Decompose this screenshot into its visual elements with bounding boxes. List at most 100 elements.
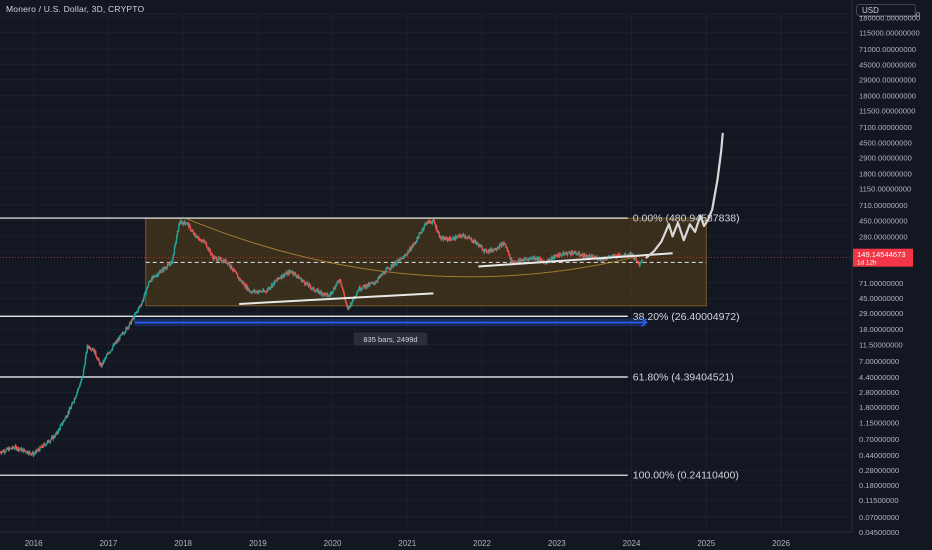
- price-tick-label: 1800.00000000: [859, 169, 912, 178]
- candle: [501, 241, 503, 249]
- price-tick-label: 0.28000000: [859, 466, 899, 475]
- candle-body: [104, 357, 107, 359]
- candle-body: [106, 354, 108, 356]
- candle: [221, 260, 223, 264]
- candle: [377, 275, 380, 281]
- candle: [270, 286, 272, 290]
- currency-button[interactable]: USD: [856, 4, 916, 16]
- candle-body: [436, 226, 438, 231]
- candle: [74, 396, 77, 400]
- candle: [80, 378, 83, 382]
- candle-body: [417, 236, 419, 238]
- candle-body: [420, 232, 423, 234]
- candle-body: [259, 290, 261, 292]
- candle-body: [10, 448, 13, 450]
- candle-body: [426, 223, 428, 225]
- candle-body: [166, 266, 168, 269]
- candle-body: [560, 253, 562, 255]
- candle-body: [472, 242, 474, 243]
- candle: [303, 279, 305, 283]
- candle-body: [383, 271, 386, 274]
- candle-body: [613, 254, 615, 257]
- candle-body: [14, 445, 17, 449]
- candle-body: [460, 235, 462, 237]
- candle-body: [565, 253, 567, 255]
- candle-body: [262, 289, 265, 292]
- candle-body: [492, 249, 494, 252]
- candle: [206, 244, 208, 249]
- candle-body: [580, 255, 582, 257]
- price-tick-label: 7100.00000000: [859, 123, 912, 132]
- candle-body: [436, 230, 439, 232]
- candle: [155, 274, 158, 278]
- candle-body: [582, 253, 584, 258]
- candle-body: [416, 236, 418, 242]
- candle-body: [396, 261, 398, 265]
- candle-body: [638, 262, 640, 265]
- candle: [197, 235, 200, 240]
- candle: [342, 287, 344, 291]
- candle-body: [534, 256, 536, 260]
- candle-body: [308, 284, 311, 285]
- candle: [143, 293, 146, 300]
- candle-body: [17, 447, 20, 451]
- candle-body: [192, 231, 195, 235]
- time-tick-label: 2025: [697, 539, 715, 548]
- candle-body: [206, 246, 208, 248]
- candle-body: [78, 387, 80, 388]
- candle-body: [380, 275, 382, 277]
- candle: [42, 442, 45, 448]
- price-tick-label: 280.00000000: [859, 232, 908, 241]
- candle: [81, 376, 84, 380]
- candle-body: [350, 302, 352, 307]
- candle-body: [452, 237, 454, 240]
- candle-body: [105, 355, 107, 358]
- candle-body: [165, 267, 167, 269]
- candle-body: [455, 238, 458, 240]
- price-tick-label: 1.80000000: [859, 403, 899, 412]
- candle: [128, 322, 131, 326]
- candle-body: [394, 261, 397, 266]
- candle-body: [189, 226, 192, 231]
- price-tag-bg: [853, 248, 913, 267]
- candle-body: [290, 271, 292, 273]
- price-axis: 200000.00000000180000.00000000115000.000…: [851, 0, 932, 550]
- candle-body: [62, 420, 64, 424]
- candle: [56, 430, 58, 435]
- support-line: [478, 252, 673, 268]
- candle-body: [558, 256, 560, 258]
- candle: [230, 264, 233, 270]
- candle-body: [5, 449, 7, 452]
- candle-body: [77, 388, 79, 391]
- candle-body: [173, 246, 176, 254]
- candle-body: [286, 272, 289, 275]
- candle-body: [125, 327, 127, 332]
- candle: [296, 276, 299, 279]
- candle-body: [288, 270, 291, 275]
- candle-body: [630, 252, 633, 257]
- candle-body: [138, 306, 141, 308]
- price-tick-label: 2900.00000000: [859, 153, 912, 162]
- candle-body: [321, 292, 323, 296]
- price-tick-label: 71000.00000000: [859, 45, 916, 54]
- candle-body: [541, 260, 544, 262]
- candle-body: [305, 282, 307, 285]
- candle-body: [248, 290, 251, 292]
- candle-body: [438, 232, 440, 237]
- price-tick-label: 710.00000000: [859, 201, 908, 210]
- candle: [191, 228, 193, 232]
- candle-body: [108, 353, 110, 355]
- candle-body: [495, 249, 498, 251]
- candle-body: [133, 314, 136, 319]
- candle-body: [276, 280, 278, 281]
- candle-body: [12, 446, 14, 448]
- candle-body: [155, 275, 158, 277]
- candle-body: [225, 259, 227, 264]
- candle-body: [358, 289, 360, 291]
- candle-body: [82, 369, 85, 375]
- candle-body: [119, 335, 122, 337]
- candle-body: [75, 395, 77, 397]
- candle-body: [297, 275, 300, 279]
- candle-body: [179, 223, 181, 225]
